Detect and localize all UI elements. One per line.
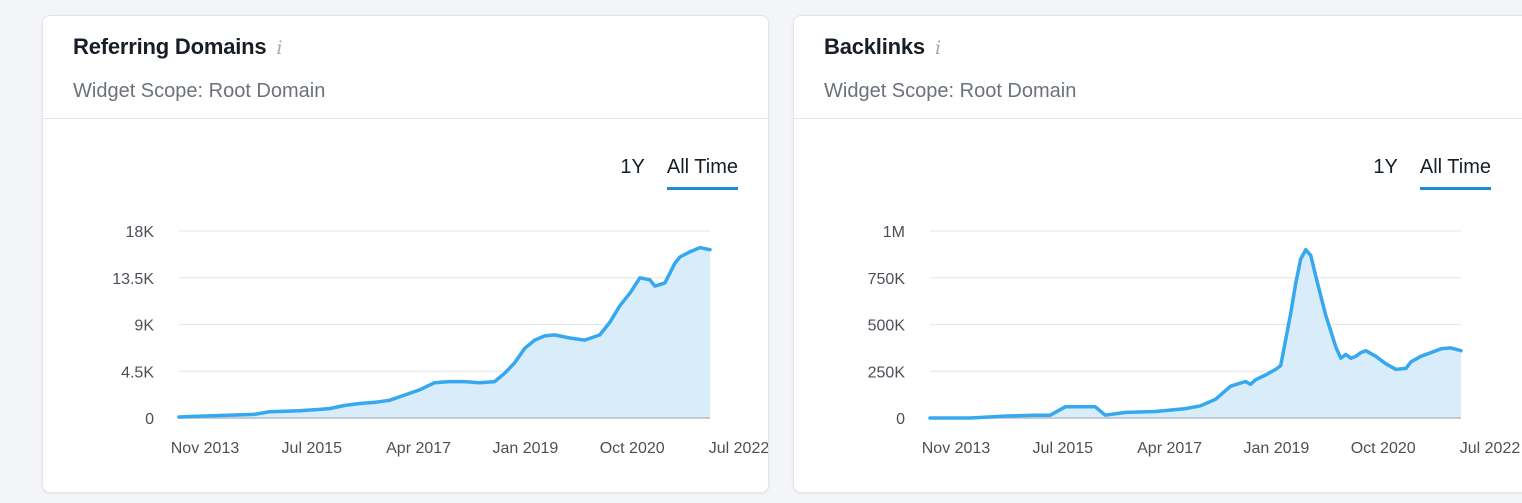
x-tick-label: Jan 2019: [1243, 440, 1309, 457]
series-line[interactable]: [928, 247, 1463, 420]
x-tick-label: Jul 2015: [1033, 440, 1094, 457]
widget-title: Backlinks i: [824, 34, 941, 60]
widget-header: Referring Domains i Widget Scope: Root Do…: [43, 16, 768, 119]
series-area: [930, 249, 1461, 418]
x-tick-label: Jan 2019: [492, 440, 558, 457]
x-tick-label: Jul 2015: [282, 440, 343, 457]
y-tick-label: 9K: [134, 318, 154, 335]
y-tick-label: 750K: [868, 271, 906, 288]
widget-title: Referring Domains i: [73, 34, 283, 60]
x-tick-label: Nov 2013: [171, 440, 240, 457]
backlinks-chart: 0 250K 500K 750K 1M Nov 2013 Jul 2015 Apr 2017 J…: [868, 224, 1521, 457]
referring-domains-widget: Referring Domains i Widget Scope: Root Do…: [42, 15, 769, 493]
referring-domains-chart: 0 4.5K 9K 13.5K 18K Nov 2013 Jul 2015 Apr 2017 J…: [112, 224, 769, 457]
widget-title-text: Backlinks: [824, 34, 925, 59]
info-icon[interactable]: i: [276, 37, 283, 59]
backlinks-widget: Backlinks i Widget Scope: Root Domain 1Y …: [793, 15, 1522, 493]
range-tabs: 1Y All Time: [1373, 156, 1491, 190]
y-tick-label: 0: [145, 411, 154, 428]
widget-title-text: Referring Domains: [73, 34, 267, 59]
widget-scope: Widget Scope: Root Domain: [824, 80, 1077, 102]
tab-1y[interactable]: 1Y: [620, 156, 645, 178]
y-tick-label: 250K: [868, 364, 906, 381]
x-tick-label: Oct 2020: [1351, 440, 1416, 457]
y-tick-label: 4.5K: [121, 364, 154, 381]
y-tick-label: 0: [896, 411, 905, 428]
widget-scope: Widget Scope: Root Domain: [73, 80, 326, 102]
tab-all-time[interactable]: All Time: [1419, 156, 1491, 190]
y-tick-label: 1M: [883, 224, 905, 241]
tab-1y[interactable]: 1Y: [1373, 156, 1398, 178]
tab-all-time[interactable]: All Time: [666, 156, 738, 190]
x-tick-label: Apr 2017: [1137, 440, 1202, 457]
widget-header: Backlinks i Widget Scope: Root Domain: [794, 16, 1522, 119]
info-icon[interactable]: i: [934, 37, 941, 59]
x-tick-label: Jul 2022: [1460, 440, 1521, 457]
x-tick-label: Oct 2020: [600, 440, 665, 457]
x-tick-label: Jul 2022: [709, 440, 769, 457]
range-tabs: 1Y All Time: [620, 156, 738, 190]
x-tick-label: Nov 2013: [922, 440, 991, 457]
series-area: [179, 247, 710, 418]
y-tick-label: 13.5K: [112, 271, 154, 288]
y-tick-label: 18K: [126, 224, 155, 241]
x-tick-label: Apr 2017: [386, 440, 451, 457]
y-tick-label: 500K: [868, 318, 906, 335]
series-line[interactable]: [177, 245, 712, 419]
